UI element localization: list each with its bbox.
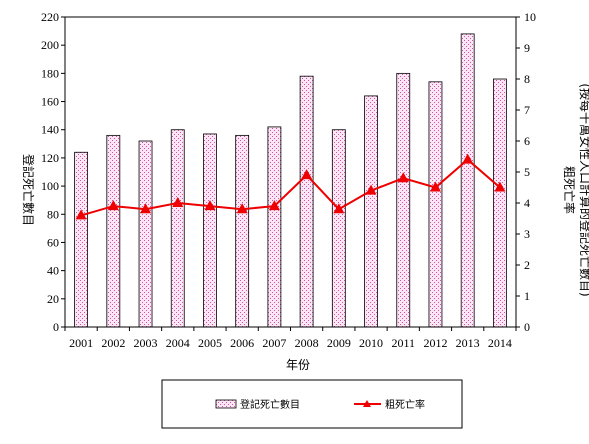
left-tick-label: 0 — [53, 320, 59, 334]
x-tick-label: 2008 — [295, 336, 319, 350]
left-tick-labels: 0 20 40 60 80 100 120 140 160 180 200 220 — [41, 10, 59, 334]
right-tick-label: 8 — [524, 72, 530, 86]
right-tick-label: 3 — [524, 227, 530, 241]
bar — [396, 72, 411, 328]
left-tick-label: 180 — [41, 66, 59, 80]
line-point — [172, 197, 184, 207]
bar — [138, 140, 153, 328]
line-point — [333, 203, 345, 214]
legend-box — [161, 379, 463, 429]
x-tick-label: 2012 — [423, 336, 447, 350]
bar — [203, 133, 217, 328]
right-tick-label: 5 — [524, 165, 530, 179]
x-tick-label: 2001 — [69, 336, 93, 350]
right-tick-label: 4 — [524, 196, 530, 210]
line-point — [140, 203, 152, 214]
line-point — [397, 172, 409, 183]
line-point — [268, 200, 280, 211]
line-point — [236, 203, 248, 214]
legend-bar-swatch — [215, 399, 237, 409]
left-tick-label: 60 — [47, 235, 59, 249]
bar — [364, 95, 378, 328]
left-tick-label: 20 — [47, 292, 59, 306]
x-tick-label: 2013 — [456, 336, 480, 350]
line-point — [75, 209, 87, 220]
left-tick-label: 160 — [41, 95, 59, 109]
left-tick-label: 140 — [41, 123, 59, 137]
left-tick-label: 40 — [47, 264, 59, 278]
x-tick-label: 2010 — [359, 336, 383, 350]
line-point — [494, 181, 506, 192]
left-tick-label: 120 — [41, 151, 59, 165]
bar — [74, 151, 89, 328]
x-tick-label: 2014 — [488, 336, 512, 350]
left-axis-title: 登記死亡數目 — [21, 154, 36, 226]
x-tick-label: 2006 — [230, 336, 254, 350]
bar — [428, 81, 443, 328]
bar — [299, 75, 314, 328]
line-point — [429, 181, 441, 192]
bar — [267, 126, 282, 328]
bar — [235, 134, 250, 328]
x-tick-label: 2003 — [134, 336, 158, 350]
x-tick-label: 2007 — [262, 336, 286, 350]
x-tick-label: 2002 — [101, 336, 125, 350]
line-point — [365, 184, 377, 195]
legend-line-label: 粗死亡率 — [385, 398, 425, 411]
right-axis-title-group: 粗死亡率 (按每十萬女性人口計算的登記死亡數目) — [562, 83, 589, 296]
x-tick-label: 2011 — [391, 336, 415, 350]
left-tick-label: 200 — [41, 38, 59, 52]
right-axis-title-line: (按每十萬女性人口計算的登記死亡數目) — [578, 83, 589, 296]
rate-line — [80, 158, 501, 217]
x-axis-title: 年份 — [286, 358, 310, 372]
bar — [460, 33, 475, 328]
legend-bar-label: 登記死亡數目 — [240, 398, 300, 411]
line-point — [204, 200, 216, 211]
legend-line-marker — [363, 400, 371, 407]
left-tick-label: 220 — [41, 10, 59, 24]
left-tick-label: 80 — [47, 207, 59, 221]
left-tick-label: 100 — [41, 179, 59, 193]
x-tick-label: 2004 — [166, 336, 190, 350]
right-tick-labels: 0 1 2 3 4 5 6 7 8 9 10 — [524, 10, 536, 334]
bar — [170, 129, 185, 328]
right-tick-label: 1 — [524, 289, 530, 303]
x-tick-label: 2009 — [327, 336, 351, 350]
line-series — [75, 153, 506, 220]
bar — [331, 129, 346, 328]
right-tick-label: 7 — [524, 103, 530, 117]
bar — [106, 134, 121, 328]
x-tick-labels: 2001 2002 2003 2004 2005 2006 2007 2008 2009 2010… — [69, 336, 512, 350]
line-point — [301, 169, 313, 180]
line-point — [107, 200, 119, 211]
plot-frame — [64, 16, 517, 328]
bar-series — [74, 33, 507, 328]
axes — [61, 16, 520, 331]
legend: 登記死亡數目 粗死亡率 — [161, 379, 463, 429]
line-point — [462, 153, 474, 164]
right-tick-label: 0 — [524, 320, 530, 334]
right-tick-label: 9 — [524, 41, 530, 55]
right-tick-label: 2 — [524, 258, 530, 272]
x-tick-label: 2005 — [198, 336, 222, 350]
bar — [492, 78, 507, 328]
right-axis-title-line: 粗死亡率 — [562, 166, 577, 214]
right-tick-label: 10 — [524, 10, 536, 24]
right-tick-label: 6 — [524, 134, 530, 148]
